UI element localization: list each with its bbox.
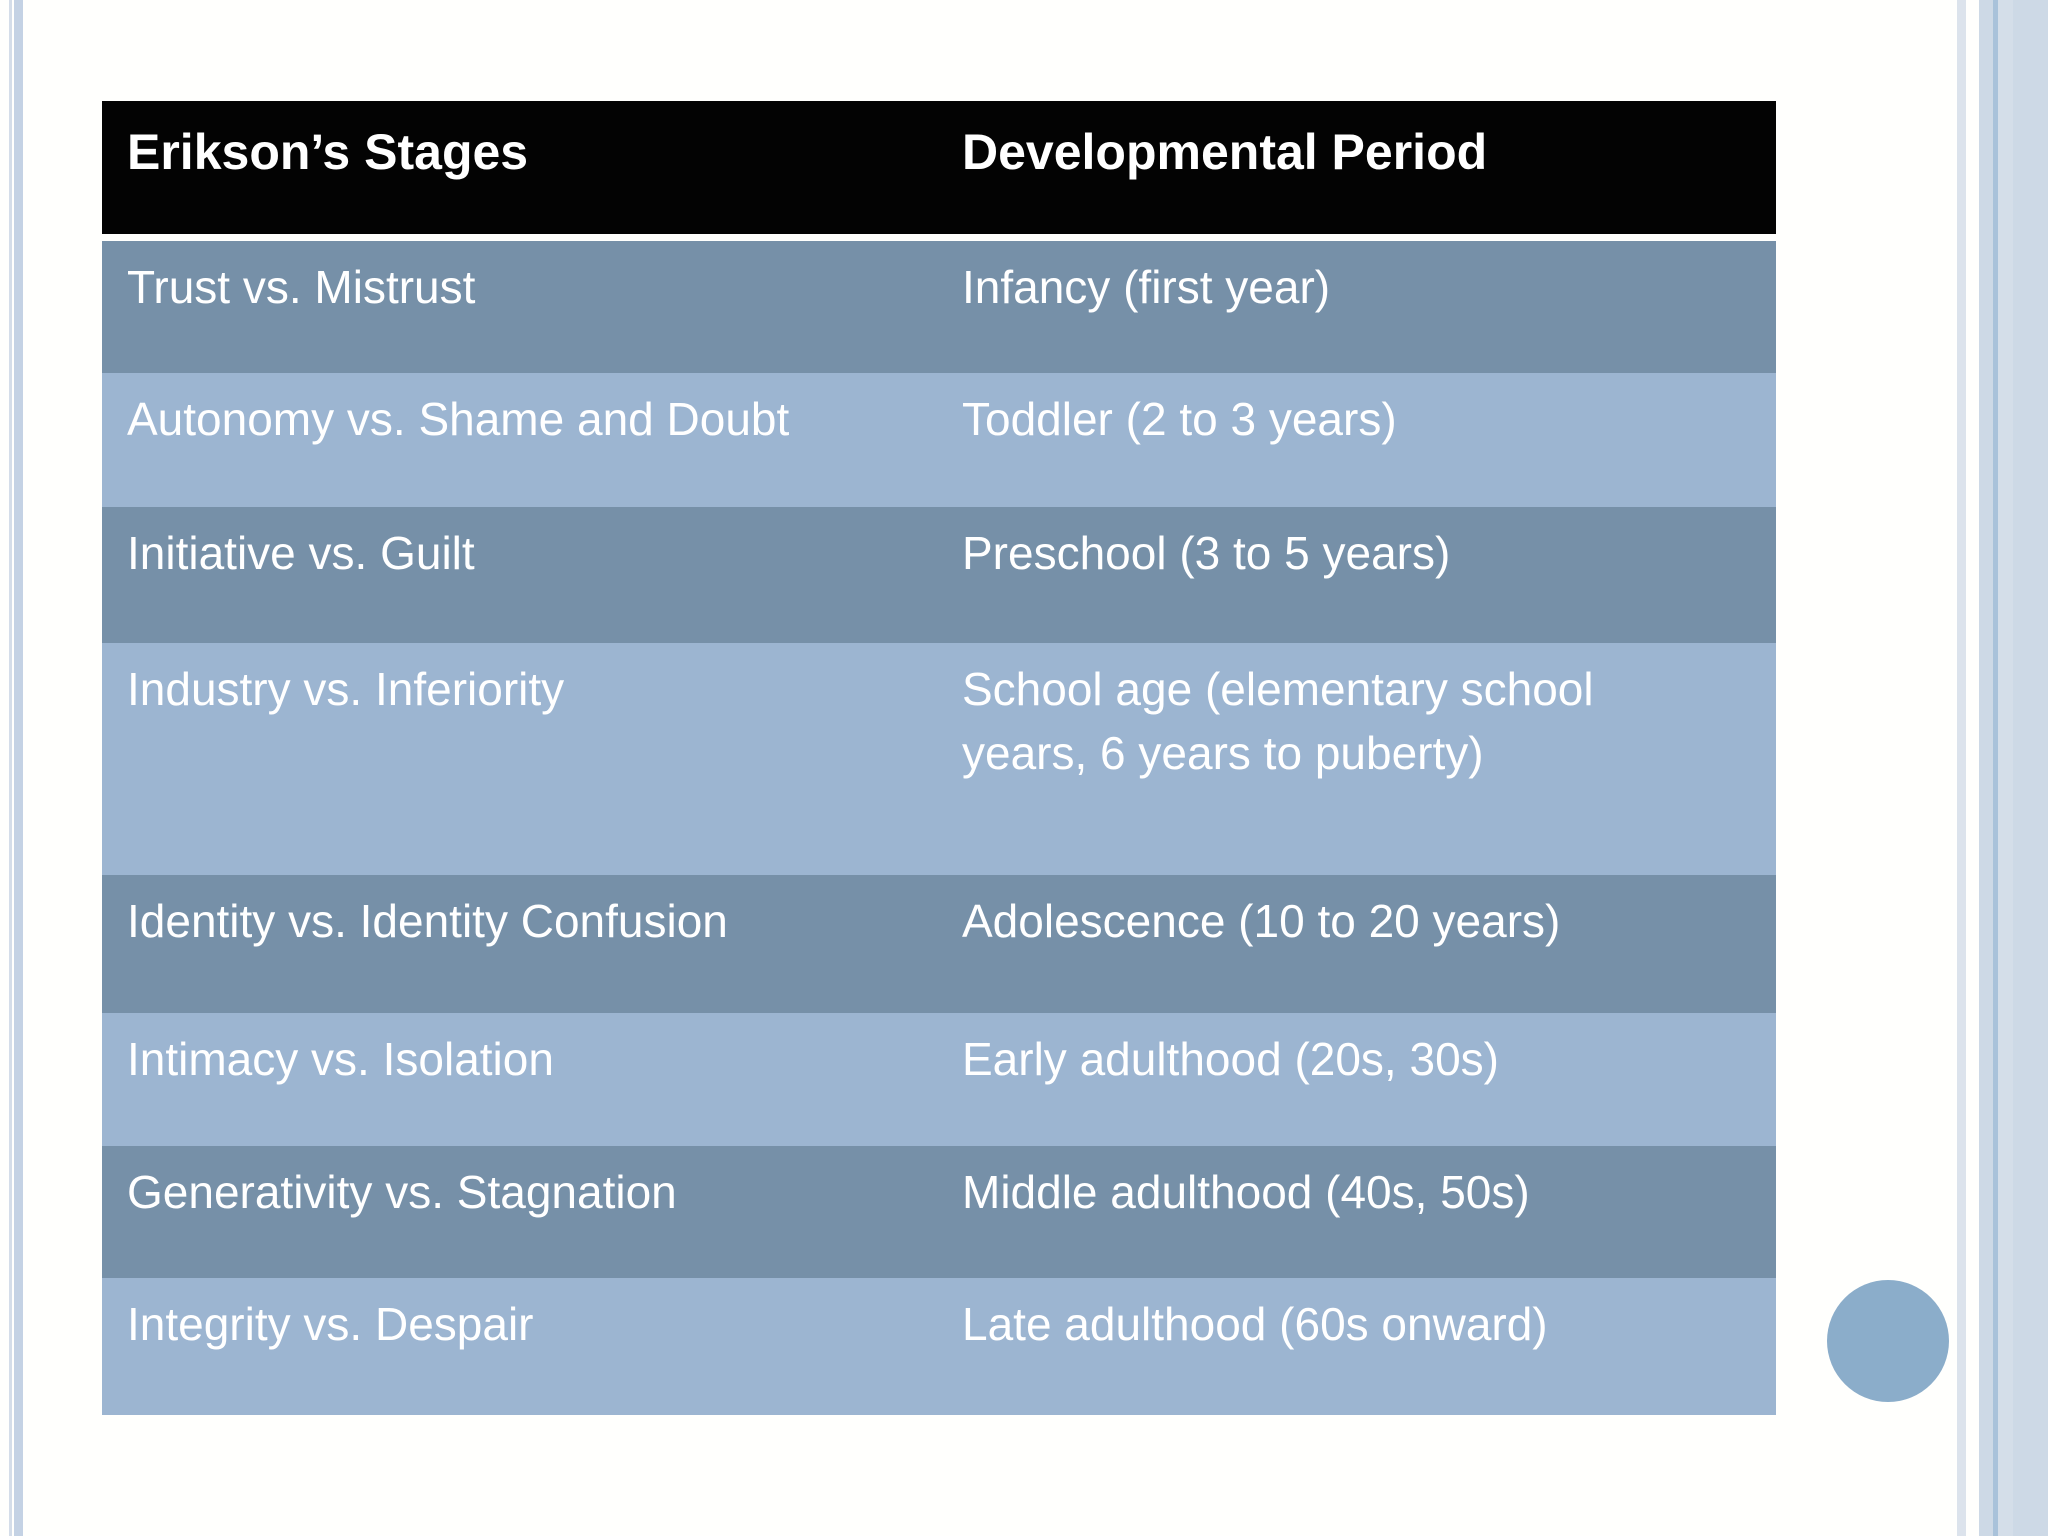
period-cell: Adolescence (10 to 20 years) — [962, 895, 1561, 947]
header-separator — [102, 234, 1776, 241]
table-header-row: Erikson’s Stages Developmental Period — [102, 101, 1776, 234]
right-band-stripe — [1998, 0, 2013, 1536]
stage-cell: Trust vs. Mistrust — [127, 261, 476, 313]
right-border-line-thin — [1957, 0, 1966, 1536]
erikson-stages-table: Erikson’s Stages Developmental Period Tr… — [102, 101, 1776, 1415]
period-cell: Early adulthood (20s, 30s) — [962, 1033, 1499, 1085]
stage-cell: Identity vs. Identity Confusion — [127, 895, 728, 947]
left-border-line-thick — [14, 0, 23, 1536]
period-cell: Infancy (first year) — [962, 261, 1331, 313]
stage-cell: Integrity vs. Despair — [127, 1298, 534, 1350]
stage-cell: Industry vs. Inferiority — [127, 663, 565, 715]
table-row-generativity: Generativity vs. Stagnation Middle adult… — [102, 1146, 1776, 1278]
decorative-circle — [1827, 1280, 1949, 1402]
left-border-line-thin — [9, 0, 12, 1536]
stage-cell: Initiative vs. Guilt — [127, 527, 475, 579]
period-cell: Middle adulthood (40s, 50s) — [962, 1166, 1530, 1218]
table-row-identity: Identity vs. Identity Confusion Adolesce… — [102, 875, 1776, 1013]
period-cell: Toddler (2 to 3 years) — [962, 393, 1397, 445]
header-cell-period: Developmental Period — [962, 124, 1488, 180]
right-band-accent-line — [1993, 0, 1998, 1536]
right-border-band — [1979, 0, 2048, 1536]
stage-cell: Generativity vs. Stagnation — [127, 1166, 677, 1218]
period-cell: Preschool (3 to 5 years) — [962, 527, 1451, 579]
stage-cell: Intimacy vs. Isolation — [127, 1033, 554, 1085]
period-cell: School age (elementary school years, 6 y… — [962, 663, 1594, 779]
period-cell: Late adulthood (60s onward) — [962, 1298, 1548, 1350]
table-row-intimacy: Intimacy vs. Isolation Early adulthood (… — [102, 1013, 1776, 1146]
stage-cell: Autonomy vs. Shame and Doubt — [127, 393, 790, 445]
table-row-integrity: Integrity vs. Despair Late adulthood (60… — [102, 1278, 1776, 1415]
table-row-autonomy: Autonomy vs. Shame and Doubt Toddler (2 … — [102, 373, 1776, 507]
table-row-industry: Industry vs. Inferiority School age (ele… — [102, 643, 1776, 875]
table-row-trust: Trust vs. Mistrust Infancy (first year) — [102, 241, 1776, 373]
table-row-initiative: Initiative vs. Guilt Preschool (3 to 5 y… — [102, 507, 1776, 643]
header-cell-stages: Erikson’s Stages — [127, 124, 529, 180]
